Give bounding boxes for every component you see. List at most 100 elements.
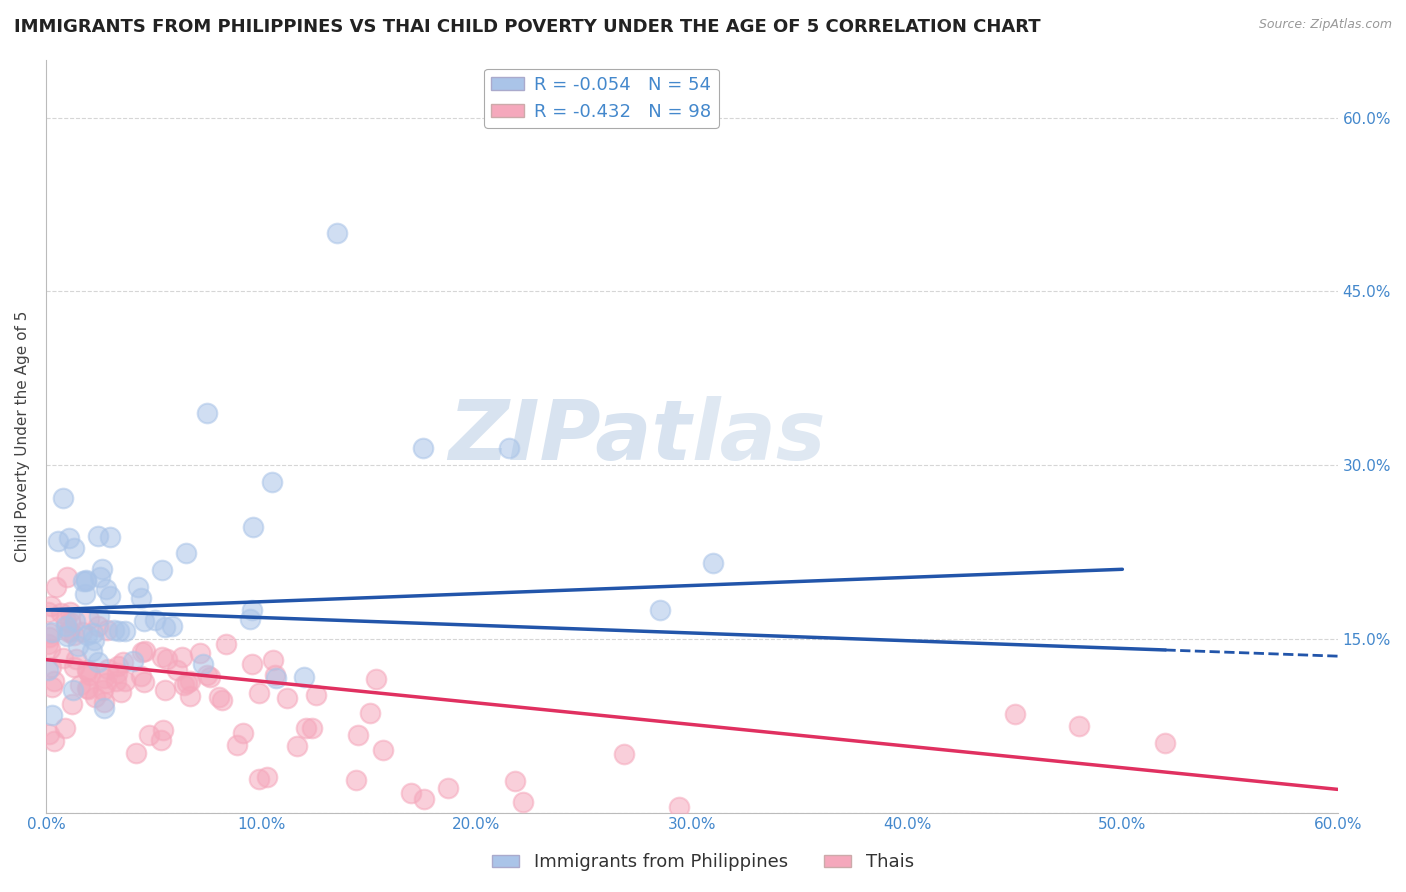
Point [242,603,264,617]
Point [264,668,287,682]
Point [160,619,183,633]
Point [129,669,152,683]
Point [129,591,152,606]
Point [256,771,278,785]
Point [59,605,82,619]
Point [93,671,115,685]
Point [207,690,229,704]
Point [197,406,219,420]
Point [613,747,636,762]
Point [62,683,84,698]
Point [301,722,323,736]
Point [69,678,91,692]
Point [46,533,69,548]
Legend: Immigrants from Philippines, Thais: Immigrants from Philippines, Thais [485,847,921,879]
Point [76,628,98,642]
Point [76,681,98,696]
Point [285,739,308,753]
Point [239,611,262,625]
Point [294,721,316,735]
Point [276,691,298,706]
Point [58,531,80,545]
Point [247,772,270,787]
Point [232,726,254,740]
Point [114,673,136,688]
Point [104,673,127,688]
Point [97,662,120,676]
Point [75,587,97,601]
Point [150,733,173,747]
Point [145,613,167,627]
Legend: R = -0.054   N = 54, R = -0.432   N = 98: R = -0.054 N = 54, R = -0.432 N = 98 [484,69,718,128]
Point [150,649,173,664]
Point [359,706,381,721]
Point [1004,707,1026,722]
Point [41,708,63,723]
Point [512,796,534,810]
Point [412,791,434,805]
Point [38,727,60,741]
Point [260,475,283,490]
Point [37,637,59,651]
Point [96,624,118,638]
Point [60,697,83,711]
Point [65,614,87,628]
Text: ZIPat: ZIPat [449,395,692,476]
Point [89,570,111,584]
Point [75,574,97,589]
Point [498,441,520,455]
Point [75,574,97,588]
Point [77,612,100,626]
Point [44,580,66,594]
Point [44,674,66,689]
Point [44,734,66,748]
Point [702,557,724,571]
Point [266,671,288,685]
Point [188,646,211,660]
Point [98,589,121,603]
Point [325,227,347,241]
Point [138,728,160,742]
Point [56,570,79,584]
Point [292,670,315,684]
Point [132,614,155,628]
Point [436,780,458,795]
Point [225,738,247,752]
Point [108,624,131,639]
Text: las: las [692,395,827,476]
Point [373,743,395,757]
Point [55,618,77,632]
Point [76,664,98,678]
Point [87,655,110,669]
Point [38,630,60,644]
Point [191,657,214,671]
Point [39,641,62,656]
Point [134,674,156,689]
Point [94,582,117,597]
Point [366,672,388,686]
Point [53,721,76,735]
Point [103,624,125,638]
Point [198,670,221,684]
Point [215,637,238,651]
Point [39,660,62,674]
Point [112,655,135,669]
Point [114,624,136,639]
Point [176,676,198,690]
Point [150,563,173,577]
Point [76,664,98,678]
Text: IMMIGRANTS FROM PHILIPPINES VS THAI CHILD POVERTY UNDER THE AGE OF 5 CORRELATION: IMMIGRANTS FROM PHILIPPINES VS THAI CHIL… [14,18,1040,36]
Point [195,667,218,681]
Point [170,649,193,664]
Point [1154,736,1177,750]
Point [211,693,233,707]
Point [65,651,87,665]
Point [399,786,422,800]
Point [240,657,263,671]
Point [648,603,671,617]
Point [105,665,128,680]
Point [41,624,63,639]
Point [179,674,201,689]
Text: Source: ZipAtlas.com: Source: ZipAtlas.com [1258,18,1392,31]
Point [52,491,75,505]
